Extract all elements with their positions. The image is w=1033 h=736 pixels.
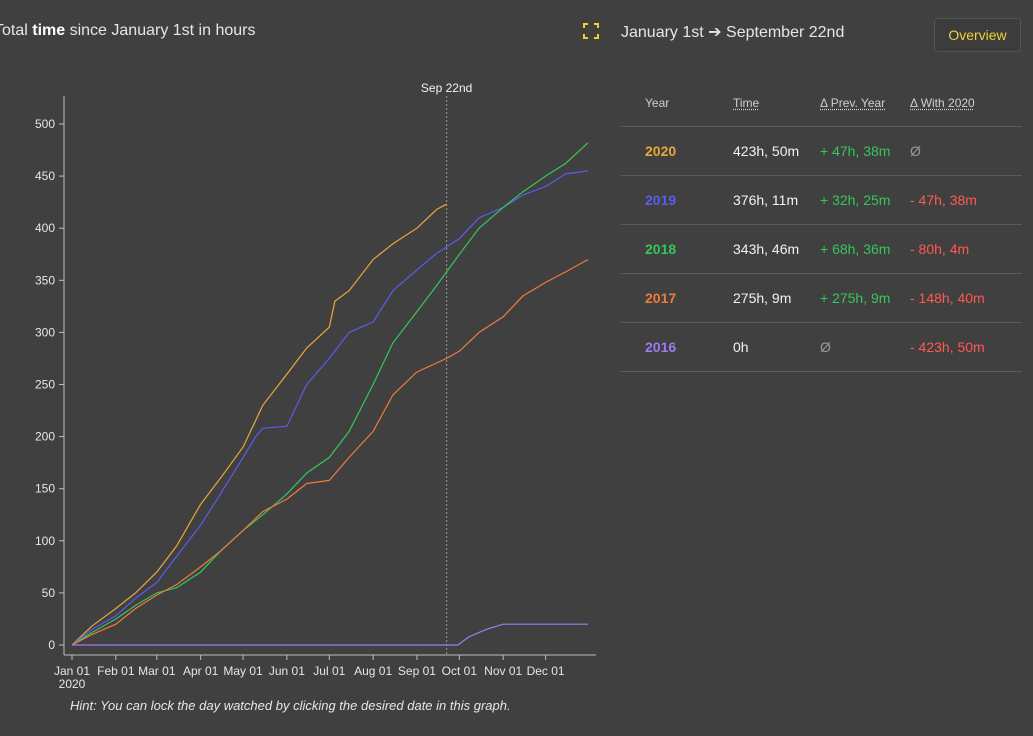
header-prev-year[interactable]: Δ Prev. Year [820,96,886,110]
x-tick-label: Jan 01 [54,664,90,678]
row-prev-delta: + 68h, 36m [820,241,891,257]
range-end: September 22nd [726,24,845,41]
y-tick-label: 100 [35,534,55,548]
x-tick-label: Aug 01 [354,664,392,678]
x-tick-label: Nov 01 [484,664,522,678]
series-line [71,203,447,646]
header-time[interactable]: Time [733,96,760,110]
row-year: 2016 [645,339,677,355]
title-prefix: Total [0,22,28,39]
row-year: 2018 [645,241,677,257]
y-tick-label: 400 [35,221,55,235]
row-time: 343h, 46m [733,241,800,257]
row-year: 2019 [645,192,677,208]
y-tick-label: 450 [35,169,55,183]
title-bold: time [32,22,66,39]
row-year: 2017 [645,290,677,306]
table-row: 2020 423h, 50m + 47h, 38m Ø [621,127,1022,176]
y-tick-label: 50 [42,586,56,600]
time-line-chart[interactable]: 0 50 100 150 200 250 300 350 400 450 500 Jan 012020… [0,78,610,690]
arrow-right-icon: ➔ [708,24,722,41]
row-time: 0h [733,339,749,355]
x-tick-label: Jun 01 [269,664,305,678]
x-tick-label: Oct 01 [442,664,478,678]
table-row: 2017 275h, 9m + 275h, 9m - 148h, 40m [621,274,1022,323]
row-time: 423h, 50m [733,143,800,159]
y-tick-label: 300 [35,325,55,339]
x-tick-label: Apr 01 [183,664,219,678]
x-tick-label: Jul 01 [313,664,345,678]
header-year: Year [645,96,670,110]
x-tick-label: Sep 01 [398,664,436,678]
row-with-delta: - 423h, 50m [910,339,985,355]
row-with-delta: - 148h, 40m [910,290,985,306]
series-line [71,258,589,646]
table-row: 2019 376h, 11m + 32h, 25m - 47h, 38m [621,176,1022,225]
fullscreen-icon[interactable] [582,22,600,40]
row-prev-delta: + 32h, 25m [820,192,891,208]
row-with-delta: - 80h, 4m [910,241,970,257]
y-tick-label: 350 [35,273,55,287]
row-with-delta: Ø [910,143,921,159]
y-tick-label: 200 [35,430,55,444]
series-line [71,142,589,646]
x-tick-label: Mar 01 [138,664,176,678]
row-time: 275h, 9m [733,290,792,306]
y-tick-label: 500 [35,117,55,131]
row-prev-delta: + 275h, 9m [820,290,891,306]
row-prev-delta: Ø [820,339,831,355]
y-tick-label: 250 [35,378,55,392]
x-tick-label: Feb 01 [97,664,135,678]
series-line [71,170,589,646]
overview-button[interactable]: Overview [934,18,1021,52]
row-prev-delta: + 47h, 38m [820,143,891,159]
x-tick-label: May 01 [223,664,263,678]
hint-text: Hint: You can lock the day watched by cl… [70,698,511,713]
year-comparison-table: Year Time Δ Prev. Year Δ With 2020 2020 4… [621,80,1022,372]
row-year: 2020 [645,143,677,159]
chart-title: Total time since January 1st in hours [0,22,255,40]
x-tick-label: Dec 01 [527,664,565,678]
date-range: January 1st ➔ September 22nd [621,22,844,42]
marker-label: Sep 22nd [421,81,472,95]
series-line [72,623,588,646]
x-tick-sublabel: 2020 [59,677,86,690]
y-tick-label: 150 [35,482,55,496]
range-start: January 1st [621,24,704,41]
y-tick-label: 0 [48,638,55,652]
table-row: 2018 343h, 46m + 68h, 36m - 80h, 4m [621,225,1022,274]
header-with-2020[interactable]: Δ With 2020 [910,96,975,110]
table-row: 2016 0h Ø - 423h, 50m [621,323,1022,372]
row-time: 376h, 11m [733,192,799,208]
table-header: Year Time Δ Prev. Year Δ With 2020 [621,80,1022,127]
row-with-delta: - 47h, 38m [910,192,977,208]
title-suffix: since January 1st in hours [65,22,256,39]
